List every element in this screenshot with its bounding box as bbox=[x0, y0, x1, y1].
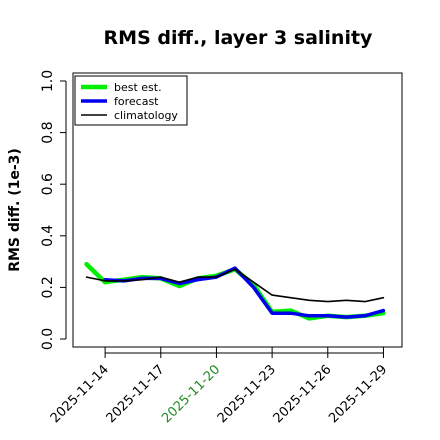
legend-label: forecast bbox=[114, 95, 159, 108]
y-axis: 0.0 0.2 0.4 0.6 0.8 1.0 bbox=[40, 70, 67, 350]
x-tick-label: 2025-11-26 bbox=[271, 362, 335, 426]
x-tick-label: 2025-11-17 bbox=[104, 362, 168, 426]
legend-label: climatology bbox=[114, 109, 178, 122]
x-axis: 2025-11-142025-11-172025-11-202025-11-23… bbox=[48, 347, 390, 426]
chart-title: RMS diff., layer 3 salinity bbox=[104, 27, 374, 49]
x-tick-label: 2025-11-29 bbox=[326, 362, 390, 426]
x-tick-label: 2025-11-20 bbox=[159, 362, 223, 426]
y-tick-label: 0.8 bbox=[40, 121, 56, 143]
series-layer bbox=[84, 261, 386, 321]
y-axis-label: RMS diff. (1e-3) bbox=[7, 148, 23, 272]
plot-frame bbox=[72, 72, 403, 348]
y-tick-label: 0.2 bbox=[40, 276, 56, 298]
x-tick-label: 2025-11-23 bbox=[215, 362, 279, 426]
legend-label: best est. bbox=[114, 81, 162, 94]
series-line-climatology bbox=[85, 268, 385, 303]
y-tick-label: 0.6 bbox=[40, 173, 56, 195]
y-tick-label: 1.0 bbox=[40, 70, 56, 92]
y-tick-label: 0.0 bbox=[40, 328, 56, 350]
series-line-best-est bbox=[84, 261, 386, 321]
y-tick-label: 0.4 bbox=[40, 225, 56, 247]
x-tick-label: 2025-11-14 bbox=[48, 362, 112, 426]
